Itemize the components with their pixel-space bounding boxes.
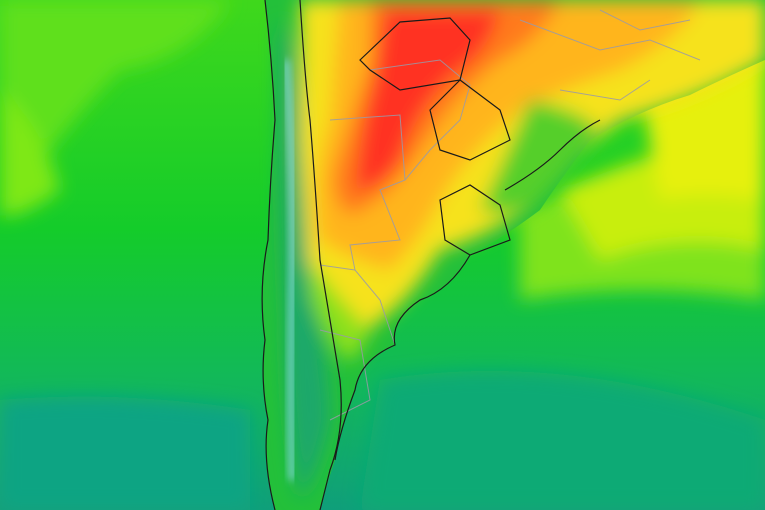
country-borders <box>261 0 601 510</box>
land <box>262 0 765 510</box>
province-borders <box>319 9 701 421</box>
